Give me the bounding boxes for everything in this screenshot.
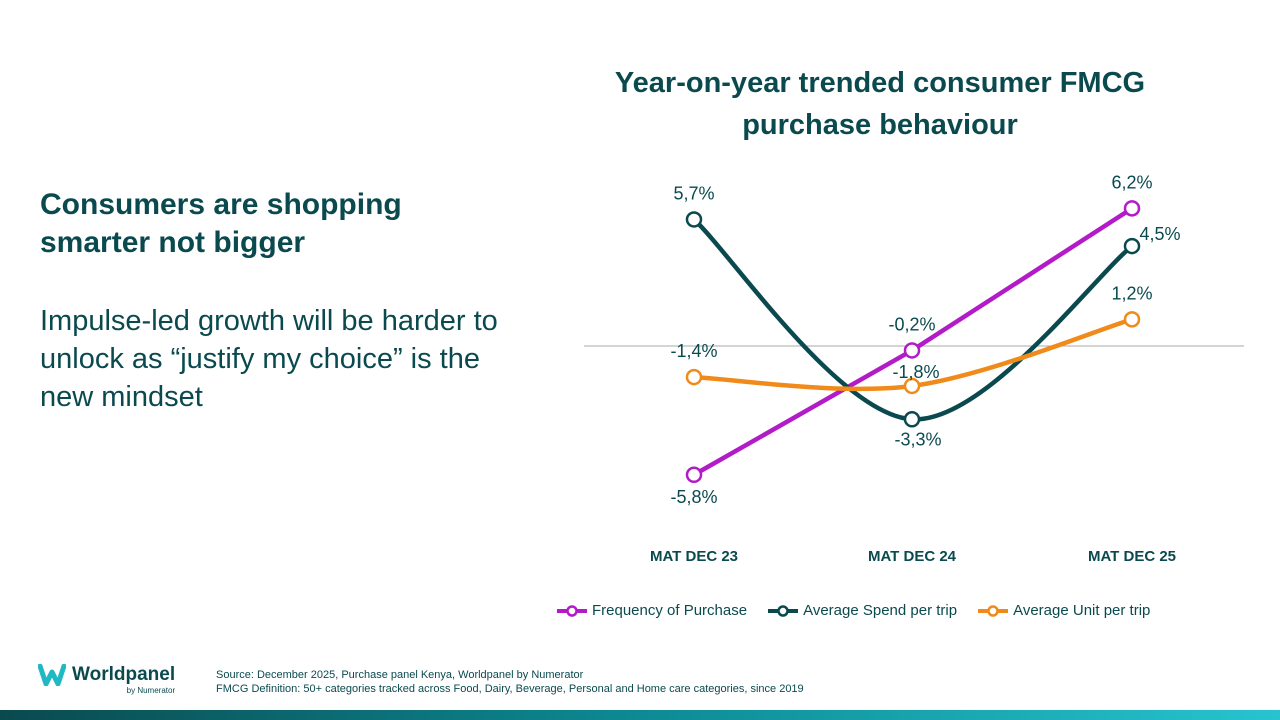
legend-item-spend: Average Spend per trip xyxy=(767,602,957,619)
logo-by: by Numerator xyxy=(126,686,176,695)
x-tick-label-0: MAT DEC 23 xyxy=(650,548,738,565)
legend-marker-frequency xyxy=(557,604,587,617)
data-label-2-1: -1,8% xyxy=(892,362,939,382)
data-point-1-2 xyxy=(1123,237,1141,255)
worldpanel-logo-icon xyxy=(38,664,66,686)
subtext: Impulse-led growth will be harder to unl… xyxy=(40,305,498,413)
data-point-0-1 xyxy=(903,342,921,359)
data-label-2-0: -1,4% xyxy=(670,341,717,361)
chart-legend: Frequency of Purchase Average Spend per … xyxy=(556,602,1150,619)
headline: Consumers are shopping smarter not bigge… xyxy=(40,188,402,259)
x-tick-label-2: MAT DEC 25 xyxy=(1088,548,1176,565)
data-point-2-1 xyxy=(903,377,921,395)
data-point-0-0 xyxy=(685,466,703,484)
data-label-1-1: -3,3% xyxy=(894,429,941,449)
legend-item-units: Average Unit per trip xyxy=(977,602,1150,619)
chart-title: Year-on-year trended consumer FMCG purch… xyxy=(614,67,1146,141)
data-label-0-2: 6,2% xyxy=(1111,172,1152,192)
data-label-2-2: 1,2% xyxy=(1111,283,1152,303)
logo-name: Worldpanel xyxy=(72,664,176,685)
data-label-1-0: 5,7% xyxy=(673,183,714,203)
data-point-0-2 xyxy=(1123,200,1141,217)
legend-marker-units xyxy=(978,604,1009,617)
footer-definition: FMCG Definition: 50+ categories tracked … xyxy=(216,683,804,695)
data-point-2-2 xyxy=(1123,311,1141,328)
legend-label-units: Average Unit per trip xyxy=(1013,602,1151,619)
worldpanel-logo: Worldpanel by Numerator xyxy=(38,664,175,696)
data-label-1-2: 4,5% xyxy=(1139,224,1180,244)
bottom-gradient-bar xyxy=(0,710,1280,720)
data-label-0-0: -5,8% xyxy=(670,487,717,507)
footer-source: Source: December 2025, Purchase panel Ke… xyxy=(216,669,584,681)
data-point-2-0 xyxy=(685,368,703,386)
legend-label-frequency: Frequency of Purchase xyxy=(592,602,748,619)
data-point-1-0 xyxy=(685,211,703,228)
legend-label-spend: Average Spend per trip xyxy=(803,602,958,619)
legend-item-frequency: Frequency of Purchase xyxy=(556,602,747,619)
data-label-0-1: -0,2% xyxy=(888,314,935,334)
legend-marker-spend xyxy=(768,604,799,617)
footer-notes: Source: December 2025, Purchase panel Ke… xyxy=(216,668,804,696)
x-tick-label-1: MAT DEC 24 xyxy=(868,548,957,565)
data-point-1-1 xyxy=(903,411,921,428)
